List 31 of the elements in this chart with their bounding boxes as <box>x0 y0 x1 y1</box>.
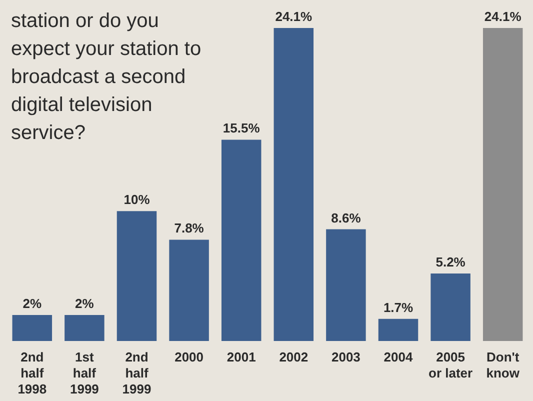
bar <box>326 229 366 341</box>
bar <box>274 28 314 341</box>
bar <box>482 28 523 341</box>
x-tick-label: 1st half 1999 <box>70 350 99 396</box>
x-tick-label: 2003 <box>331 350 360 364</box>
data-label: 8.6% <box>331 210 362 226</box>
bar <box>378 318 418 341</box>
x-tick-label: 2000 <box>174 350 204 364</box>
x-tick-label: 2004 <box>384 350 414 364</box>
x-tick-label: 2nd half 1999 <box>122 350 152 396</box>
x-tick-label: 2005 or later <box>428 350 473 380</box>
data-label: 2% <box>22 296 42 312</box>
data-label: 7.8% <box>174 220 204 236</box>
bar <box>64 315 104 341</box>
x-tick-label: Don't know <box>486 350 520 380</box>
data-label: 24.1% <box>275 9 313 24</box>
data-label: 15.5% <box>222 120 260 136</box>
bar <box>430 273 470 341</box>
bar <box>12 315 52 341</box>
x-tick-label: 2nd half 1998 <box>18 350 47 396</box>
bar <box>116 211 157 341</box>
data-label: 24.1% <box>484 9 522 24</box>
x-tick-label: 2002 <box>279 350 308 364</box>
data-label: 1.7% <box>383 300 414 315</box>
x-tick-label: 2001 <box>226 350 256 364</box>
data-label: 5.2% <box>436 254 466 270</box>
bar <box>169 240 209 341</box>
bar <box>221 140 262 341</box>
text: station or do you expect your station to broadcast a second digital television service? <box>11 10 207 144</box>
data-label: 2% <box>75 296 94 312</box>
data-label: 10% <box>124 192 150 208</box>
